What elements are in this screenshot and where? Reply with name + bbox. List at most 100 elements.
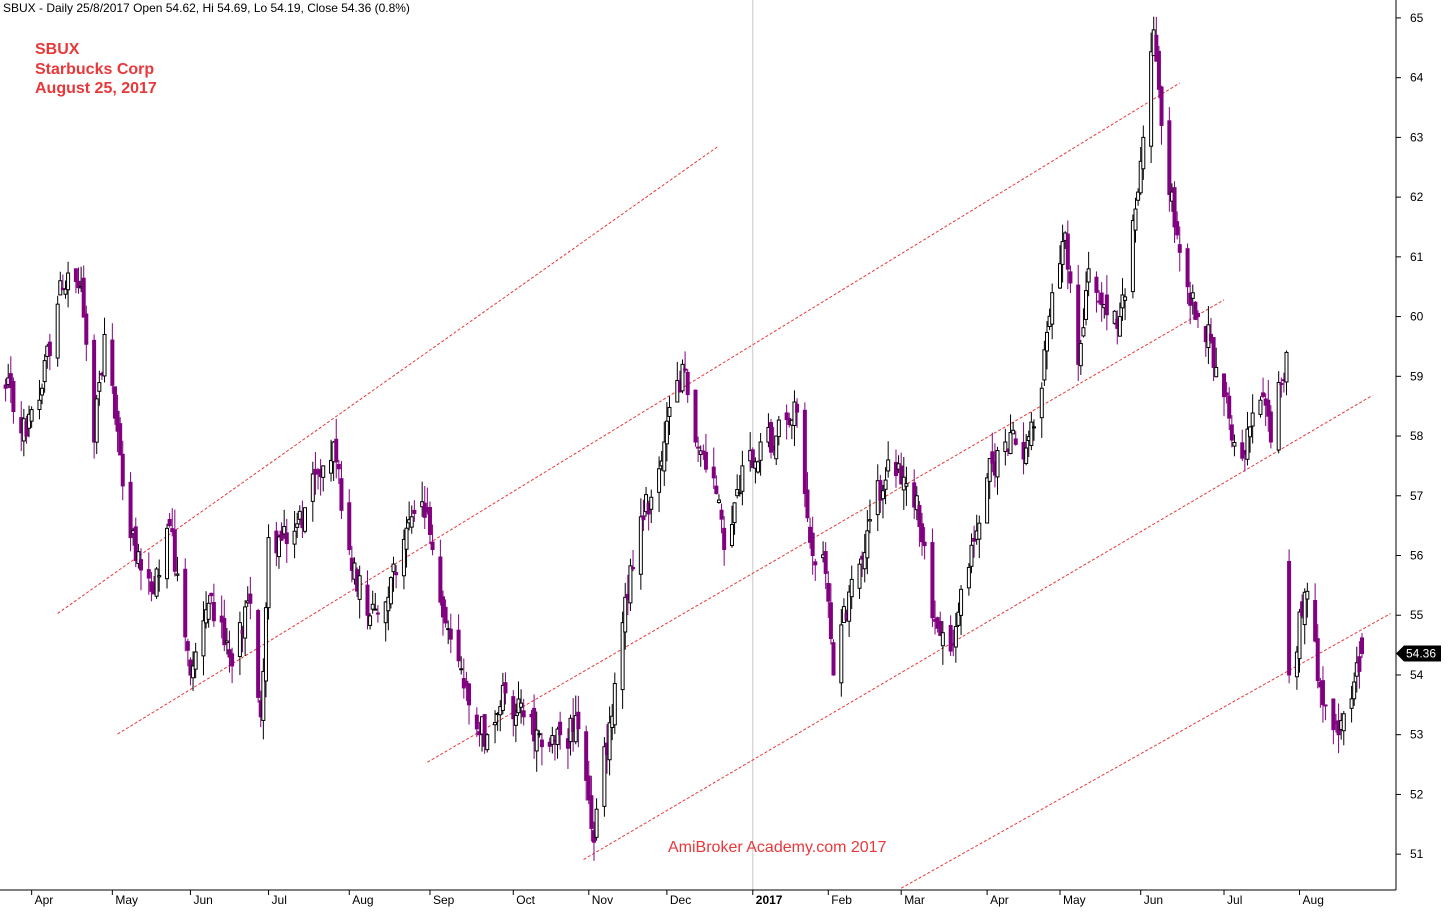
candle: [1287, 549, 1292, 684]
candle-body-down: [920, 523, 925, 543]
candle: [40, 383, 45, 405]
candle: [1245, 411, 1250, 466]
candle-body-up: [1060, 241, 1065, 265]
candle-body-down: [365, 584, 370, 616]
candle: [1029, 412, 1034, 451]
x-tick-label: Jun: [193, 893, 212, 907]
candle: [336, 459, 341, 484]
candle: [792, 390, 797, 446]
candle-body-up: [657, 468, 662, 493]
candle: [1094, 271, 1099, 313]
candle: [467, 683, 472, 725]
candle: [586, 760, 591, 805]
candle: [956, 602, 961, 628]
candle: [737, 475, 742, 497]
last-price-tag-bg: [1396, 645, 1441, 662]
candle: [409, 505, 414, 534]
candle-body-up: [977, 522, 982, 540]
candle-body-down: [1360, 637, 1364, 654]
candle-body-up: [1258, 399, 1263, 415]
candle-body-down: [539, 739, 544, 748]
candle: [865, 509, 870, 575]
candle: [185, 638, 190, 667]
y-tick-label: 61: [1410, 250, 1424, 264]
candle-body-down: [917, 504, 922, 527]
candle-body-down: [167, 518, 172, 527]
candle: [680, 359, 685, 394]
candle: [412, 500, 417, 522]
candle: [565, 728, 570, 769]
candle: [1068, 265, 1073, 294]
candle: [813, 558, 818, 581]
candle-body-down: [115, 410, 120, 432]
candle: [503, 672, 508, 705]
candle: [904, 466, 909, 506]
candle: [295, 512, 300, 538]
candle-body-up: [295, 523, 300, 528]
candle: [365, 570, 370, 630]
candle-body-down: [1323, 704, 1328, 707]
candle-body-up: [1042, 349, 1047, 381]
candle-body-up: [373, 608, 378, 611]
candle: [638, 498, 643, 590]
candle: [966, 563, 971, 596]
candle: [693, 389, 698, 447]
candle-body-up: [136, 551, 141, 564]
candle-body-up: [157, 575, 162, 578]
candle: [735, 474, 740, 499]
candle: [847, 584, 852, 637]
candle: [576, 695, 581, 748]
candle-body-down: [279, 530, 284, 541]
candle: [1112, 310, 1117, 325]
candle-body-up: [1011, 429, 1016, 435]
candle: [1315, 624, 1320, 689]
candle-body-up: [953, 626, 958, 648]
candle: [1078, 339, 1083, 375]
candle: [912, 469, 917, 520]
candle-body-down: [930, 542, 935, 619]
candle: [539, 732, 544, 766]
candle: [1229, 415, 1234, 448]
candle: [1341, 711, 1346, 746]
candle: [266, 524, 271, 620]
candle-body-up: [1039, 387, 1044, 419]
candle: [948, 615, 953, 657]
candle: [84, 305, 89, 362]
candle-body-down: [813, 561, 818, 566]
candle: [862, 533, 867, 583]
candle-body-down: [11, 380, 16, 413]
candle: [1279, 377, 1284, 398]
candle: [1258, 396, 1263, 418]
candle-body-down: [3, 384, 8, 389]
candle-body-up: [391, 563, 396, 573]
candle-body-up: [867, 519, 872, 522]
candle-body-down: [784, 412, 789, 421]
candle: [1190, 284, 1195, 315]
candle: [222, 599, 227, 652]
candle-body-down: [1211, 337, 1216, 368]
candle-body-up: [1081, 327, 1086, 337]
y-tick-label: 56: [1410, 549, 1424, 563]
candle-body-down: [222, 617, 227, 646]
candle-body-down: [711, 466, 716, 479]
candle: [500, 672, 505, 715]
x-tick-label: Mar: [904, 893, 925, 907]
x-tick-label: 2017: [756, 893, 783, 907]
candle-body-down: [948, 625, 953, 652]
candle-body-down: [76, 280, 81, 289]
candle-body-up: [880, 490, 885, 500]
candle: [459, 656, 464, 675]
candle: [138, 548, 143, 591]
candle-body-up: [368, 615, 373, 626]
candle-body-down: [589, 795, 594, 829]
candle-body-up: [914, 495, 919, 511]
candle-body-up: [716, 499, 721, 503]
candle: [1086, 251, 1091, 297]
candle: [1320, 666, 1325, 723]
candle-body-down: [810, 532, 815, 557]
candle: [1177, 226, 1182, 272]
candle: [1352, 672, 1357, 706]
candle-body-down: [1154, 34, 1159, 62]
candle-body-up: [555, 728, 560, 746]
